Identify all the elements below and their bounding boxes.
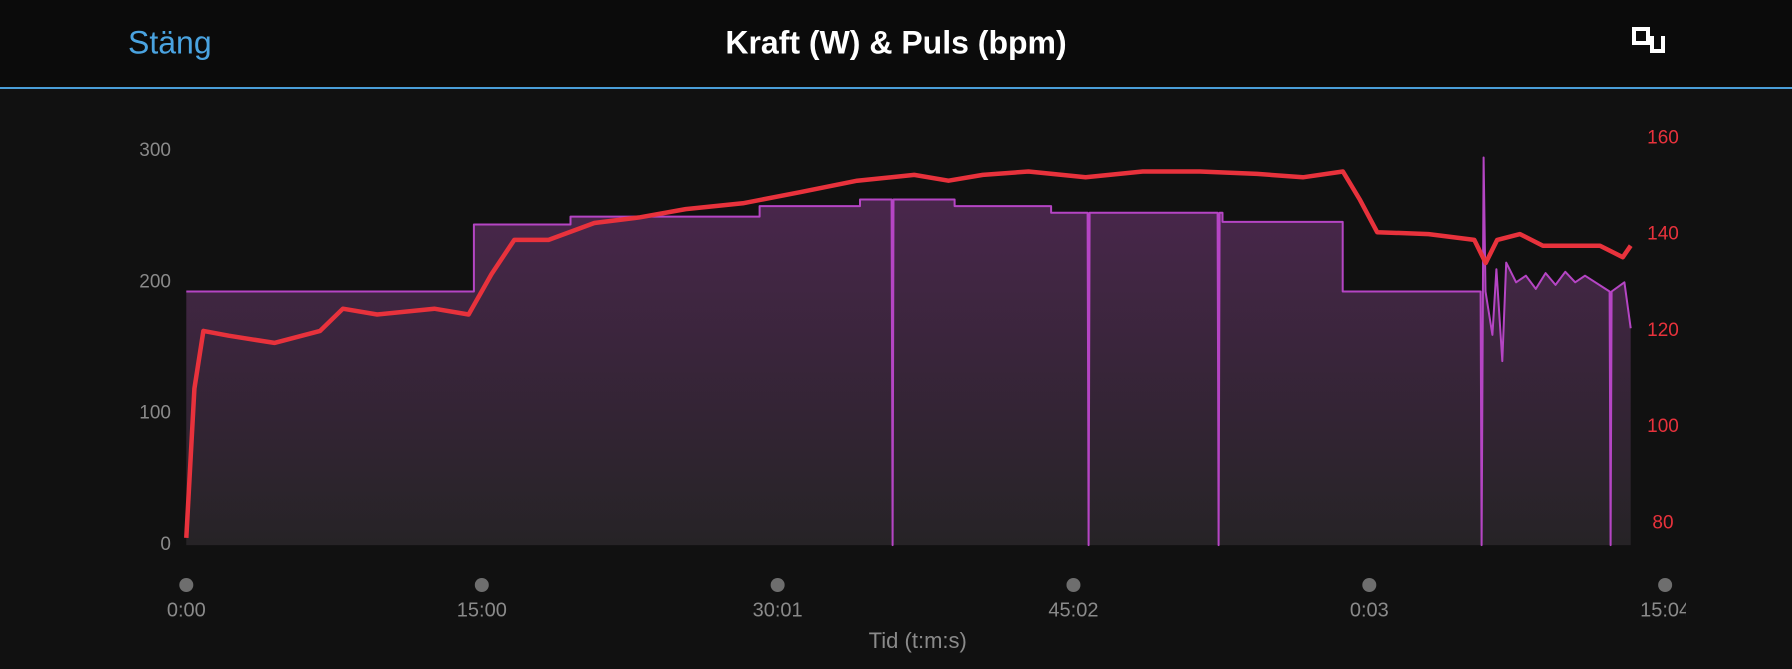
x-tick-label: 30:01 — [753, 599, 803, 621]
x-tick-label: 0:00 — [167, 599, 206, 621]
y-tick-label: 200 — [139, 271, 171, 292]
chart: 0 100 200 300 80 100 120 140 160 0:00 15:00 30:01 45… — [139, 127, 1690, 653]
y-tick-label: 300 — [139, 140, 171, 161]
x-tick-dot — [1066, 578, 1081, 592]
x-tick-label: 0:03 — [1350, 599, 1389, 621]
power-area — [186, 157, 1631, 546]
y-tick-label: 100 — [139, 403, 171, 424]
y2-tick-label: 140 — [1647, 224, 1679, 245]
x-tick-label: 45:02 — [1048, 599, 1098, 621]
y2-tick-label: 100 — [1647, 416, 1679, 437]
fullscreen-icon[interactable] — [1632, 27, 1665, 53]
y-tick-label: 0 — [160, 534, 171, 555]
x-tick-dot — [474, 578, 489, 592]
page-title: Kraft (W) & Puls (bpm) — [725, 24, 1066, 60]
x-tick-label: 15:04 — [1640, 599, 1690, 621]
x-axis-title: Tid (t:m:s) — [869, 628, 967, 653]
y2-tick-label: 120 — [1647, 320, 1679, 341]
x-tick-dot — [770, 578, 785, 592]
x-tick-label: 15:00 — [457, 599, 507, 621]
header-bar — [0, 0, 1792, 88]
close-button[interactable]: Stäng — [128, 24, 212, 60]
x-tick-dot — [1362, 578, 1377, 592]
x-tick-dot — [179, 578, 194, 592]
y2-tick-label: 80 — [1652, 512, 1673, 533]
heart-rate-line — [184, 169, 1633, 539]
y2-tick-label: 160 — [1647, 127, 1679, 148]
x-tick-dot — [1658, 578, 1673, 592]
power-line — [186, 156, 1632, 547]
